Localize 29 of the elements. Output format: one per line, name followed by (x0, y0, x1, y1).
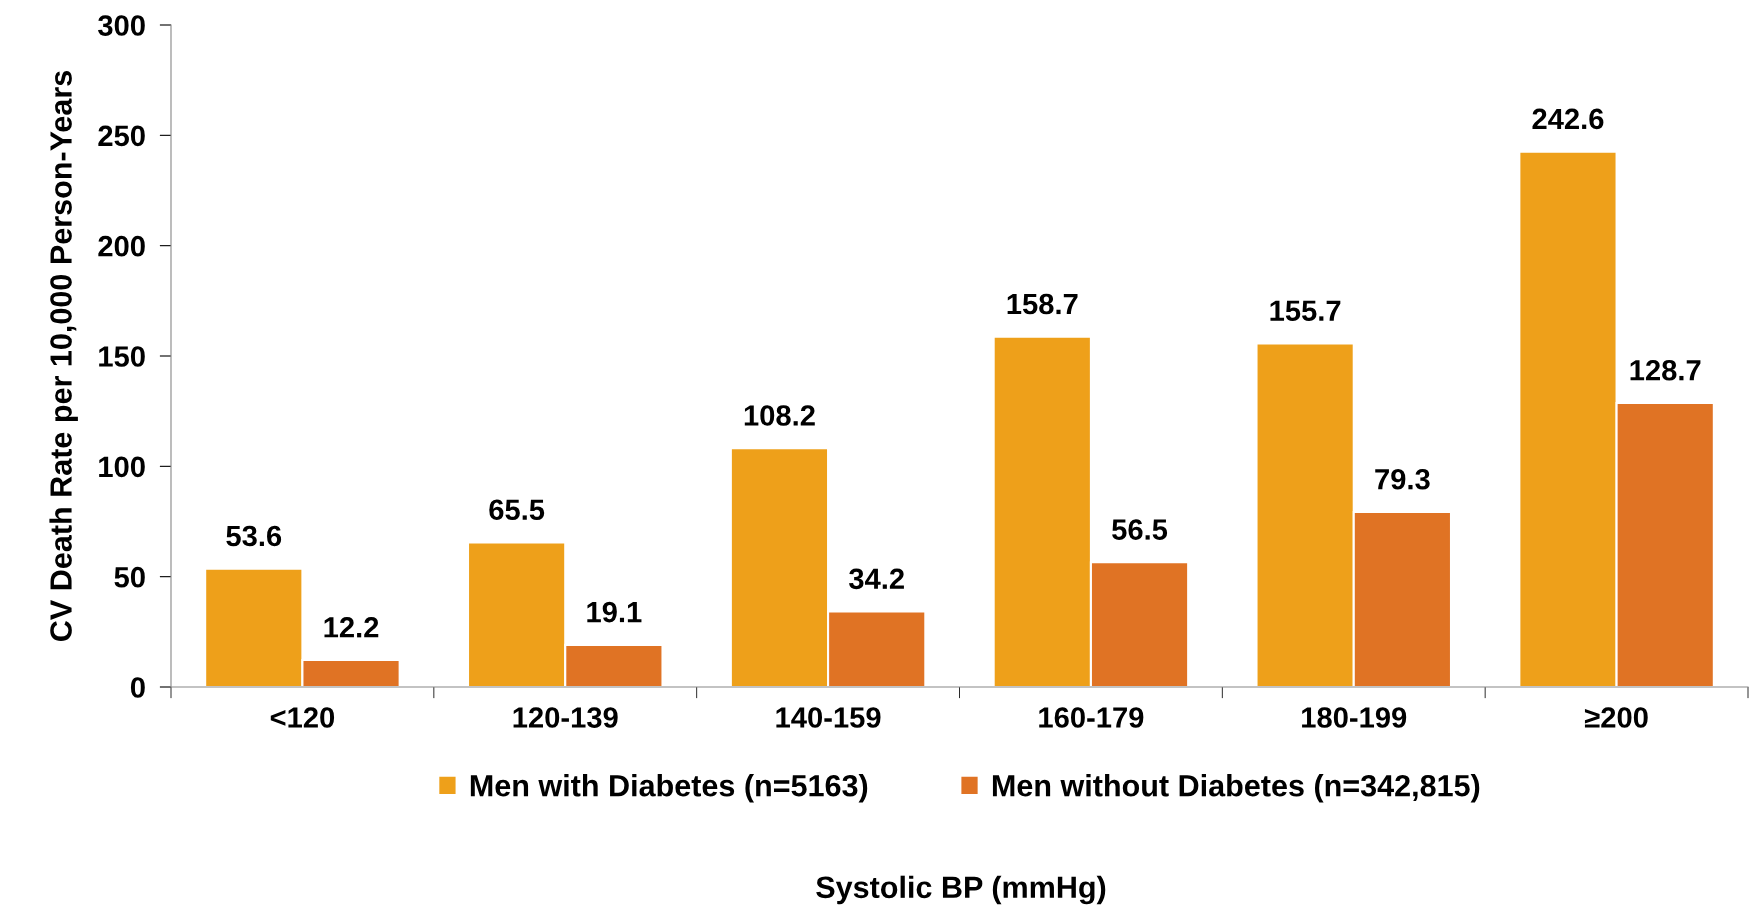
x-tick-label: 120-139 (513, 707, 618, 728)
x-tick-label: ≥200 (1584, 707, 1648, 728)
y-tick-label: 0 (130, 677, 145, 698)
data-label: 155.7 (1270, 300, 1341, 321)
data-label: 65.5 (489, 499, 545, 521)
data-label: 158.7 (1007, 293, 1078, 315)
legend-label: Men without Diabetes (n=342,815) (992, 774, 1480, 803)
legend-label: Men with Diabetes (n=5163) (470, 774, 868, 803)
data-label: 19.1 (587, 601, 642, 623)
x-tick-label: 180-199 (1302, 707, 1407, 728)
x-tick-label: 140-159 (776, 707, 881, 728)
y-tick-label: 100 (99, 456, 145, 478)
x-tick-label: <120 (270, 707, 335, 728)
y-axis-title: CV Death Rate per 10,000 Person-Years (49, 71, 78, 641)
y-tick-label: 50 (114, 566, 145, 588)
data-label: 34.2 (849, 568, 904, 590)
y-tick-label: 250 (98, 125, 145, 147)
data-label: 79.3 (1375, 468, 1430, 490)
y-tick-label: 200 (98, 235, 145, 257)
data-label: 108.2 (744, 405, 815, 426)
y-tick-label: 150 (99, 346, 145, 367)
data-label: 128.7 (1630, 359, 1701, 381)
data-label: 12.2 (324, 616, 379, 638)
data-label: 56.5 (1112, 519, 1168, 540)
x-axis-title: Systolic BP (mmHg) (816, 875, 1106, 905)
x-tick-label: 160-179 (1039, 707, 1144, 728)
data-label: 53.6 (226, 525, 282, 547)
data-label: 242.6 (1532, 108, 1604, 130)
y-tick-label: 300 (98, 15, 145, 36)
